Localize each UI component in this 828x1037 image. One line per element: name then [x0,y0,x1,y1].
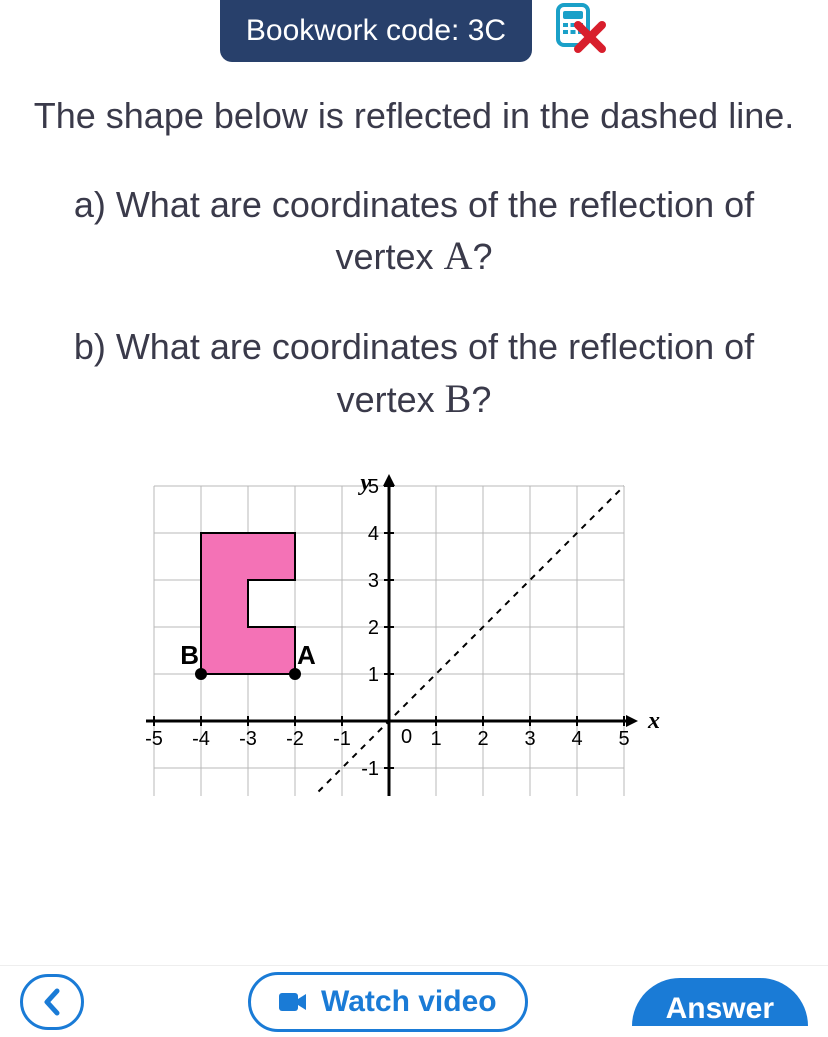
svg-text:1: 1 [430,728,441,750]
answer-label: Answer [666,992,774,1026]
watch-video-button[interactable]: Watch video [248,972,528,1032]
svg-text:4: 4 [571,728,582,750]
svg-text:1: 1 [368,664,379,686]
answer-button[interactable]: Answer [632,978,808,1026]
video-icon [279,991,307,1013]
part-b-prefix: b) What are coordinates of the reflectio… [74,326,754,420]
part-b-suffix: ? [471,379,491,420]
question-part-a: a) What are coordinates of the reflectio… [20,181,808,284]
svg-text:y: y [357,470,371,496]
svg-text:2: 2 [368,617,379,639]
svg-text:-1: -1 [361,758,379,780]
svg-text:x: x [647,708,660,734]
calculator-disabled-icon [552,3,608,59]
svg-text:3: 3 [524,728,535,750]
svg-text:3: 3 [368,570,379,592]
coordinate-graph: -5-4-3-2-112345012345-1-2xyAB [124,466,704,796]
svg-text:A: A [297,640,316,670]
question-part-b: b) What are coordinates of the reflectio… [20,323,808,426]
svg-text:-2: -2 [286,728,304,750]
part-b-var: B [445,376,472,421]
bookwork-label: Bookwork code: 3C [246,14,506,47]
svg-text:-3: -3 [239,728,257,750]
bookwork-badge: Bookwork code: 3C [220,0,532,62]
svg-text:5: 5 [618,728,629,750]
svg-text:0: 0 [401,726,412,748]
watch-video-label: Watch video [321,985,497,1019]
svg-text:-5: -5 [145,728,163,750]
question-intro: The shape below is reflected in the dash… [20,92,808,141]
chevron-left-icon [43,988,61,1016]
svg-text:4: 4 [368,523,379,545]
svg-text:B: B [180,640,199,670]
svg-text:2: 2 [477,728,488,750]
part-a-var: A [444,233,473,278]
svg-text:-1: -1 [333,728,351,750]
part-a-suffix: ? [472,236,492,277]
back-button[interactable] [20,974,84,1030]
part-a-prefix: a) What are coordinates of the reflectio… [74,184,754,278]
svg-text:-4: -4 [192,728,210,750]
